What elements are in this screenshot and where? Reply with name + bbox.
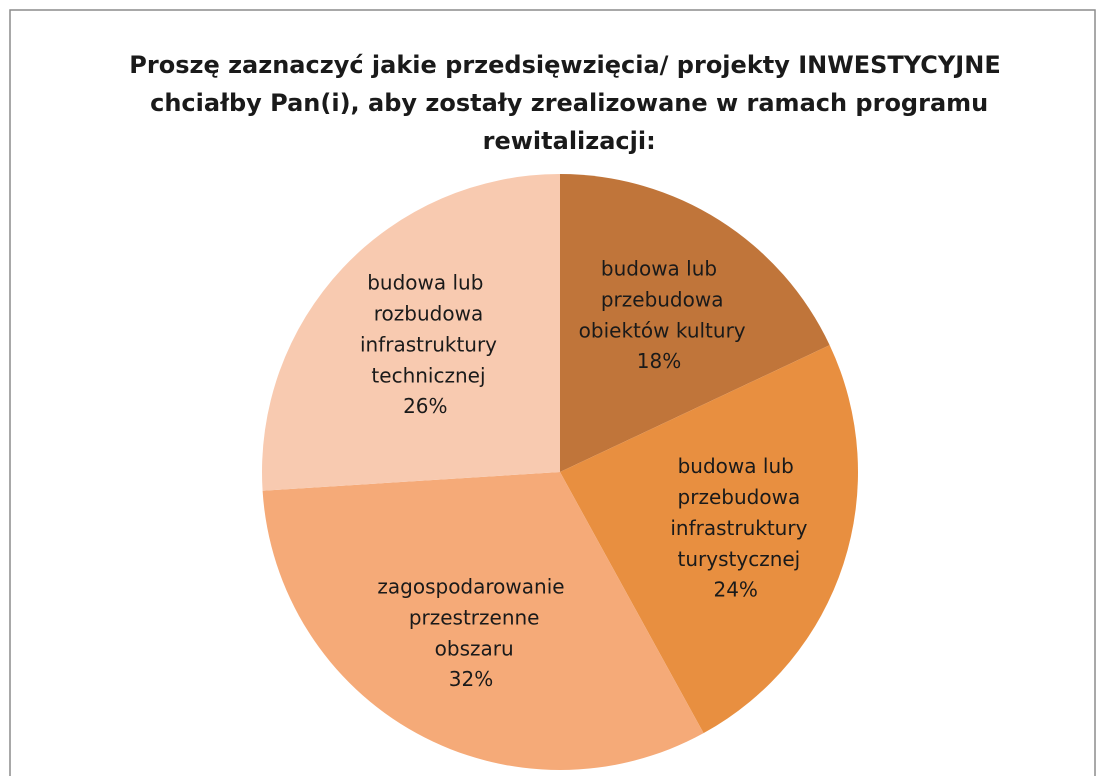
slice-value: 24% [713,578,757,602]
chart-title: Proszę zaznaczyć jakie przedsięwzięcia/ … [129,51,1000,155]
pie-slice [262,174,560,491]
slice-label-line: rozbudowa [367,301,483,325]
pie-slice [560,174,830,472]
slice-label-line: obszaru [428,636,513,660]
slice-value: 18% [637,349,681,373]
chart-title-line: Proszę zaznaczyć jakie przedsięwzięcia/ … [129,51,1000,79]
slice-label-line: budowa lub [367,270,483,294]
slice-label-line: infrastruktury [664,516,808,540]
slice-label-line: budowa lub [678,454,794,478]
slice-value: 26% [403,394,447,418]
slice-label: budowa lub rozbudowa infrastruktury tech… [354,270,498,387]
slice-label-line: przestrzenne [402,605,539,629]
slice-label-line: przebudowa [671,485,800,509]
pie-slice [262,472,704,771]
slice-label-line: technicznej [365,363,485,387]
slice-label-line: zagospodarowanie [377,574,564,598]
slice-label: zagospodarowanie przestrzenne obszaru [377,574,564,660]
chart-title-line: chciałby Pan(i), aby zostały zrealizowan… [142,89,988,117]
slice-label: budowa lub przebudowa obiektów kultury [572,256,745,342]
slice-label-line: obiektów kultury [572,318,745,342]
slice-value: 32% [449,667,493,691]
slice-label-line: budowa lub [601,256,717,280]
pie-slice [560,345,858,734]
slice-label-line: infrastruktury [354,332,498,356]
slice-label-line: przebudowa [594,287,723,311]
slice-label: budowa lub przebudowa infrastruktury tur… [664,454,808,571]
chart-title-line: rewitalizacji: [474,127,655,155]
slice-label-line: turystycznej [671,547,800,571]
